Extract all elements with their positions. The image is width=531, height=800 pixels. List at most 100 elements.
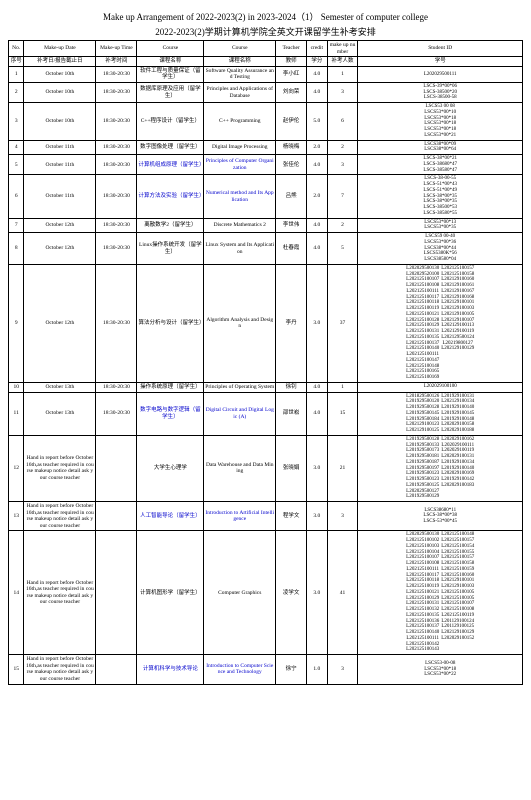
student-ids: LSCS59 00-40LSCS53*00*36LSCS38*00*44LSCS…: [358, 233, 523, 265]
cell: Introduction to Artificial Intelligence: [204, 502, 276, 531]
cell: 3: [327, 82, 358, 102]
cell: 2.0: [307, 175, 328, 218]
cell: 软件工程与质量保证（留学生）: [137, 66, 204, 82]
table-row: 2October 10th18:30-20:30数据库原理及应用（留学生）Pri…: [9, 82, 523, 102]
cell: 41: [327, 531, 358, 655]
cell: 18:30-20:30: [96, 218, 137, 233]
cell: 6: [9, 175, 24, 218]
cell: 数字图像处理（留学生）: [137, 140, 204, 155]
student-ids: LSCS53*00*13LSCS53*00*35: [358, 218, 523, 233]
cell: 4.0: [307, 233, 328, 265]
student-id: L202029500111: [424, 72, 457, 78]
cell: 18:30-20:30: [96, 175, 137, 218]
cell: October 11th: [24, 175, 96, 218]
cell: 3: [327, 502, 358, 531]
student-id: L202029100183: [441, 483, 474, 489]
cell: 2: [9, 82, 24, 102]
cell: 11: [9, 392, 24, 435]
student-id: L202125100169: [406, 375, 439, 381]
cell: October 10th: [24, 82, 96, 102]
header-time: Make-up Time: [96, 41, 137, 57]
cell: October 13th: [24, 382, 96, 392]
cell: Digital Image Processing: [204, 140, 276, 155]
student-id: LSCS-38580*55: [423, 211, 457, 217]
cell: 数据库原理及应用（留学生）: [137, 82, 204, 102]
student-id: LSCS53*00*35: [424, 225, 456, 231]
student-ids: L201929500128L201929500133L201929500173L…: [358, 435, 523, 501]
student-ids: LSCS53 00 08LSCS53*00*10LSCS53*00*18LSCS…: [358, 103, 523, 141]
cell: 3.0: [307, 264, 328, 382]
cell: 1.0: [307, 655, 328, 684]
header2-time: 补考时间: [96, 57, 137, 67]
student-ids: LSCS53-00-08LSCS53*00*18LSCS53*00*22: [358, 655, 523, 684]
cell: 4: [9, 140, 24, 155]
cell: Principles and Applications of Database: [204, 82, 276, 102]
header2-date: 补考日/报告截止日: [24, 57, 96, 67]
cell: October 11th: [24, 155, 96, 175]
cell: 18:30-20:30: [96, 233, 137, 265]
student-id: LSCS38*00*64: [424, 147, 456, 153]
cell: 杜春霞: [276, 233, 307, 265]
title-en: Make up Arrangement of 2022-2023(2) in 2…: [8, 10, 523, 23]
cell: Computer Graphics: [204, 531, 276, 655]
cell: 徐宁: [276, 655, 307, 684]
title-zh: 2022-2023(2)学期计算机学院全英文开课留学生补考安排: [8, 25, 523, 38]
cell: 4.0: [307, 66, 328, 82]
cell: 3: [9, 103, 24, 141]
cell: 3: [327, 155, 358, 175]
cell: Linux System and Its Application: [204, 233, 276, 265]
student-ids: LSCS-39*00*06LSCS-38500*20LSCS-38500-58: [358, 82, 523, 102]
cell: Hand in report before October 16th,as te…: [24, 655, 96, 684]
cell: 算法分析与设计（留学生）: [137, 264, 204, 382]
cell: October 12th: [24, 233, 96, 265]
cell: 凌学文: [276, 531, 307, 655]
cell: 徐钊: [276, 382, 307, 392]
table-row: 11October 13th18:30-20:30数字电路与数字逻辑（留学生）D…: [9, 392, 523, 435]
cell: Introduction to Computer Science and Tec…: [204, 655, 276, 684]
cell: Hand in report before October 16th,as te…: [24, 502, 96, 531]
header-credit: credit: [307, 41, 328, 57]
cell: 邵世崧: [276, 392, 307, 435]
student-id: LSCS38580*04: [424, 257, 457, 263]
cell: 18:30-20:30: [96, 103, 137, 141]
cell: 21: [327, 435, 358, 501]
cell: Numerical method and Its Application: [204, 175, 276, 218]
cell: Data Warehouse and Data Mining: [204, 435, 276, 501]
student-ids: L202029500130L202029520100L202125100107L…: [358, 264, 523, 382]
cell: October 12th: [24, 218, 96, 233]
cell: 4.0: [307, 392, 328, 435]
header-courseEn: Course: [204, 41, 276, 57]
student-ids: L202029500111: [358, 66, 523, 82]
student-id: LSCS53*00*21: [424, 133, 456, 139]
header-course: Course: [137, 41, 204, 57]
student-ids: LSCS38*00*09LSCS38*00*64: [358, 140, 523, 155]
cell: 5: [327, 233, 358, 265]
cell: 18:30-20:30: [96, 264, 137, 382]
cell: C++程序设计（留学生）: [137, 103, 204, 141]
cell: Principles of Computer Organization: [204, 155, 276, 175]
cell: 7: [327, 175, 358, 218]
cell: 计算方法及实验（留学生）: [137, 175, 204, 218]
student-id: L201929500129: [406, 494, 439, 500]
student-id: LSCS-38580*47: [423, 168, 457, 174]
student-ids: L202029500130L202125100102L202125100103L…: [358, 531, 523, 655]
cell: Hand in report before October 16th,as te…: [24, 531, 96, 655]
cell: Discrete Mathematics 2: [204, 218, 276, 233]
cell: Algorithm Analysis and Design: [204, 264, 276, 382]
cell: October 10th: [24, 66, 96, 82]
cell: 7: [9, 218, 24, 233]
cell: 人工智能导论（留学生）: [137, 502, 204, 531]
cell: 大学生心理学: [137, 435, 204, 501]
cell: 张佳伦: [276, 155, 307, 175]
student-id: L202129100129: [441, 346, 474, 352]
cell: 5.0: [307, 103, 328, 141]
cell: 李世伟: [276, 218, 307, 233]
header-teacher: Teacher: [276, 41, 307, 57]
schedule-table: No.Make-up DateMake-up TimeCourseCourseT…: [8, 40, 523, 685]
cell: 5: [9, 155, 24, 175]
header-date: Make-up Date: [24, 41, 96, 57]
cell: 18:30-20:30: [96, 155, 137, 175]
cell: October 12th: [24, 264, 96, 382]
cell: 8: [9, 233, 24, 265]
cell: 赵伊伦: [276, 103, 307, 141]
